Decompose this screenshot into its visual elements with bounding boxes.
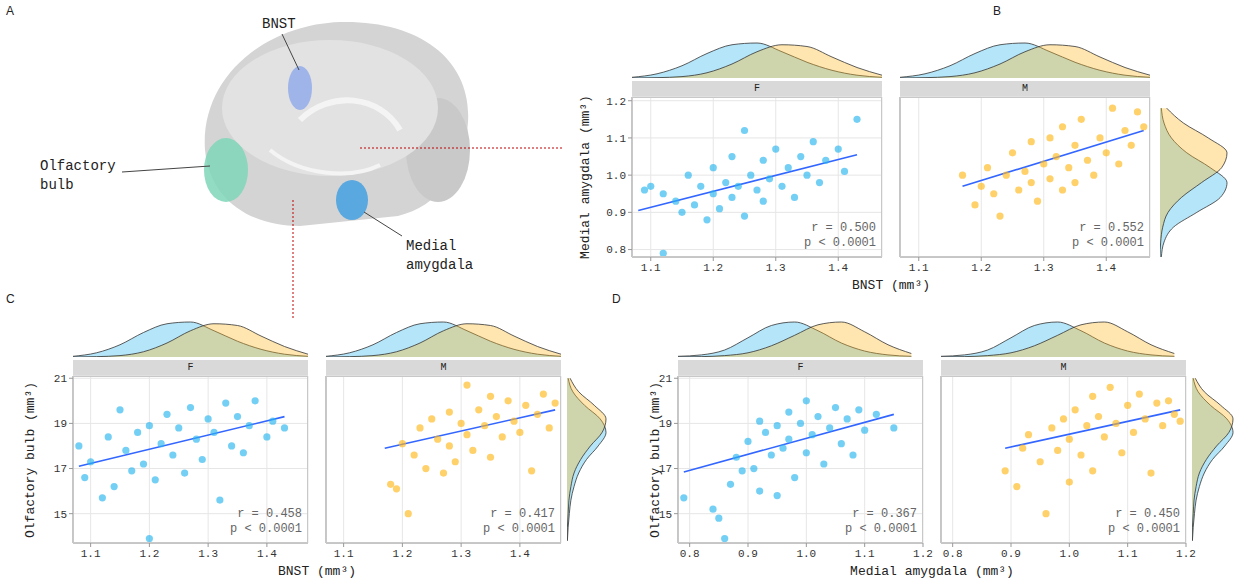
svg-text:0.9: 0.9 xyxy=(738,548,758,560)
svg-text:1.0: 1.0 xyxy=(1059,548,1079,560)
svg-text:1.1: 1.1 xyxy=(334,548,354,560)
svg-text:1.2: 1.2 xyxy=(606,96,626,108)
svg-text:1.3: 1.3 xyxy=(1034,262,1054,274)
svg-text:1.4: 1.4 xyxy=(1096,262,1116,274)
svg-text:bulb: bulb xyxy=(40,177,74,193)
svg-text:1.3: 1.3 xyxy=(198,548,218,560)
svg-text:0.9: 0.9 xyxy=(606,207,626,219)
svg-text:21: 21 xyxy=(54,373,68,385)
svg-text:1.0: 1.0 xyxy=(796,548,816,560)
svg-text:1.4: 1.4 xyxy=(828,262,848,274)
svg-text:1.4: 1.4 xyxy=(510,548,530,560)
svg-text:0.9: 0.9 xyxy=(1001,548,1021,560)
svg-text:1.2: 1.2 xyxy=(139,548,159,560)
svg-text:1.3: 1.3 xyxy=(451,548,471,560)
svg-text:1.2: 1.2 xyxy=(913,548,933,560)
svg-text:0.8: 0.8 xyxy=(680,548,700,560)
svg-text:0.8: 0.8 xyxy=(943,548,963,560)
svg-text:amygdala: amygdala xyxy=(406,257,473,273)
svg-text:17: 17 xyxy=(54,463,67,475)
svg-text:1.0: 1.0 xyxy=(606,170,626,182)
svg-text:1.2: 1.2 xyxy=(703,262,723,274)
svg-text:BNST: BNST xyxy=(262,16,296,32)
svg-text:0.8: 0.8 xyxy=(606,244,626,256)
svg-text:1.1: 1.1 xyxy=(855,548,875,560)
svg-text:1.1: 1.1 xyxy=(606,133,626,145)
svg-text:1.1: 1.1 xyxy=(641,262,661,274)
svg-text:Medial: Medial xyxy=(406,238,456,254)
svg-text:19: 19 xyxy=(54,418,67,430)
svg-text:Olfactory: Olfactory xyxy=(40,158,116,174)
svg-text:1.2: 1.2 xyxy=(971,262,991,274)
svg-text:1.1: 1.1 xyxy=(909,262,929,274)
svg-text:1.1: 1.1 xyxy=(1118,548,1138,560)
svg-text:1.2: 1.2 xyxy=(1176,548,1196,560)
svg-text:15: 15 xyxy=(54,509,67,521)
svg-text:1.1: 1.1 xyxy=(81,548,101,560)
svg-text:1.2: 1.2 xyxy=(392,548,412,560)
svg-text:1.4: 1.4 xyxy=(257,548,277,560)
svg-text:1.3: 1.3 xyxy=(766,262,786,274)
